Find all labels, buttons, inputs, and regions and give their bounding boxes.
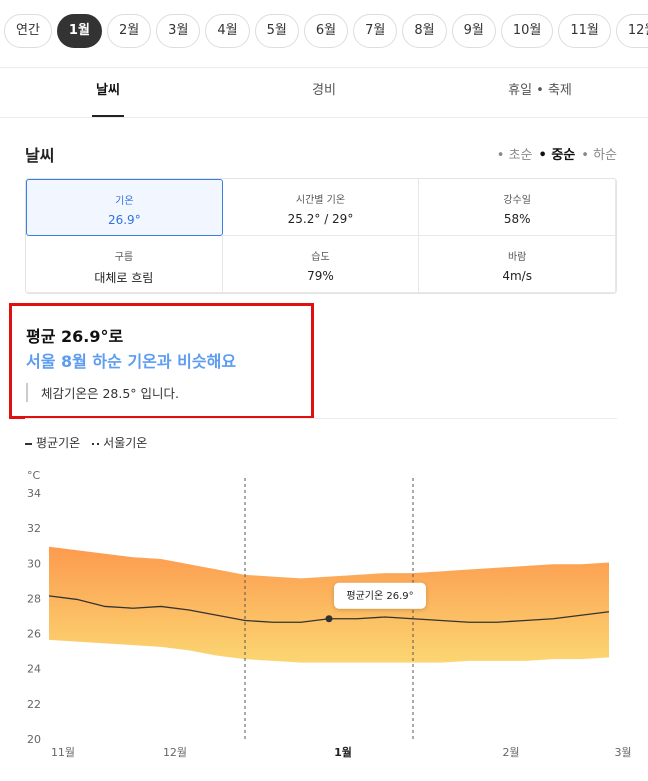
month-tab[interactable]: 6월 xyxy=(303,14,349,48)
section-title: 날씨 xyxy=(25,146,55,165)
month-tab[interactable]: 1월 xyxy=(56,14,102,48)
stat-cell[interactable]: 강수일 58% xyxy=(419,179,616,236)
stat-label: 기온 xyxy=(115,196,134,207)
legend-swatch xyxy=(92,442,100,445)
tooltip-box xyxy=(334,582,426,609)
month-tab[interactable]: 4월 xyxy=(205,14,250,48)
stat-label: 구름 xyxy=(114,252,134,263)
summary-note: 체감기온은 28.5° 입니다. xyxy=(26,383,179,402)
tooltip-label: 평균기온 26.9° xyxy=(346,590,413,602)
stat-label: 바람 xyxy=(507,252,527,263)
legend-label: 서울기온 xyxy=(103,436,148,450)
stat-cell[interactable]: 기온 26.9° xyxy=(26,179,223,236)
period-option[interactable]: • 초순 xyxy=(496,148,533,163)
stat-label: 강수일 xyxy=(503,195,531,206)
month-tab[interactable]: 2월 xyxy=(106,14,152,48)
y-tick-label: 34 xyxy=(27,487,41,500)
stat-cell[interactable]: 시간별 기온 25.2° / 29° xyxy=(222,179,420,236)
legend: 평균기온 서울기온 xyxy=(25,434,147,451)
legend-swatch xyxy=(25,442,32,445)
y-tick-label: 22 xyxy=(27,698,41,711)
month-tab[interactable]: 9월 xyxy=(451,14,496,48)
month-tab[interactable]: 연간 xyxy=(4,14,52,48)
y-unit: °C xyxy=(27,469,41,482)
stats-grid: 기온 26.9° 시간별 기온 25.2° / 29° 강수일 58% 구름 대체로 흐림 습도… xyxy=(25,178,617,294)
summary-title: 평균 26.9°로 xyxy=(26,327,124,346)
tooltip-point xyxy=(325,615,333,623)
stat-label: 시간별 기온 xyxy=(295,195,346,206)
month-tab[interactable]: 7월 xyxy=(353,14,398,48)
x-tick-label: 3월 xyxy=(614,746,631,759)
summary-subtitle: 서울 8월 하순 기온과 비슷해요 xyxy=(26,352,237,371)
period-option[interactable]: • 중순 xyxy=(538,148,576,163)
chart: °C 20 22 24 26 28 30 32 34 11월 12월 1월 2월 3월 평균기온 26.9° xyxy=(27,469,632,759)
stat-value: 79% xyxy=(307,269,334,283)
stat-value: 대체로 흐림 xyxy=(94,271,154,285)
stat-label: 습도 xyxy=(311,252,330,263)
legend-entry: 평균기온 xyxy=(25,434,80,451)
legend-entry: 서울기온 xyxy=(92,434,147,451)
y-tick-label: 32 xyxy=(27,522,41,535)
y-tick-label: 30 xyxy=(27,557,41,570)
stat-cell[interactable]: 바람 4m/s xyxy=(419,236,616,293)
nav-tab[interactable]: 날씨 xyxy=(0,68,216,117)
y-tick-label: 28 xyxy=(27,592,41,605)
legend-label: 평균기온 xyxy=(36,436,81,450)
divider xyxy=(0,67,648,68)
y-tick-label: 24 xyxy=(27,663,41,676)
month-tab[interactable]: 10월 xyxy=(500,14,554,48)
nav-tab[interactable]: 경비 xyxy=(312,83,336,98)
nav-tab[interactable]: 휴일 • 축제 xyxy=(508,83,572,98)
period-options: • 초순 • 중순 • 하순 xyxy=(497,144,617,163)
period-option[interactable]: • 하순 xyxy=(581,148,617,163)
temperature-band xyxy=(49,546,609,663)
y-tick-label: 26 xyxy=(27,628,41,641)
month-tab[interactable]: 11월 xyxy=(558,14,611,48)
x-tick-label: 12월 xyxy=(163,746,187,759)
x-tick-label: 2월 xyxy=(502,746,519,759)
month-tab[interactable]: 5월 xyxy=(254,14,299,48)
divider xyxy=(0,117,648,118)
divider xyxy=(25,418,617,419)
month-tabs: 연간1월2월3월4월5월6월7월8월9월10월11월12월 xyxy=(4,14,648,50)
x-tick-label: 1월 xyxy=(334,745,352,759)
stat-value: 26.9° xyxy=(107,213,141,227)
month-tab[interactable]: 3월 xyxy=(156,14,201,48)
nav-tabs: 날씨 경비 휴일 • 축제 xyxy=(0,68,648,117)
month-tab[interactable]: 12월 xyxy=(615,14,648,48)
stat-value: 4m/s xyxy=(502,269,532,283)
stat-cell[interactable]: 습도 79% xyxy=(222,236,420,293)
stat-value: 25.2° / 29° xyxy=(287,212,354,226)
y-tick-label: 20 xyxy=(27,733,41,746)
x-tick-label: 11월 xyxy=(51,746,75,759)
month-tab[interactable]: 8월 xyxy=(402,14,447,48)
summary-box: 평균 26.9°로 서울 8월 하순 기온과 비슷해요 체감기온은 28.5° … xyxy=(9,303,314,419)
stat-value: 58% xyxy=(503,212,531,226)
